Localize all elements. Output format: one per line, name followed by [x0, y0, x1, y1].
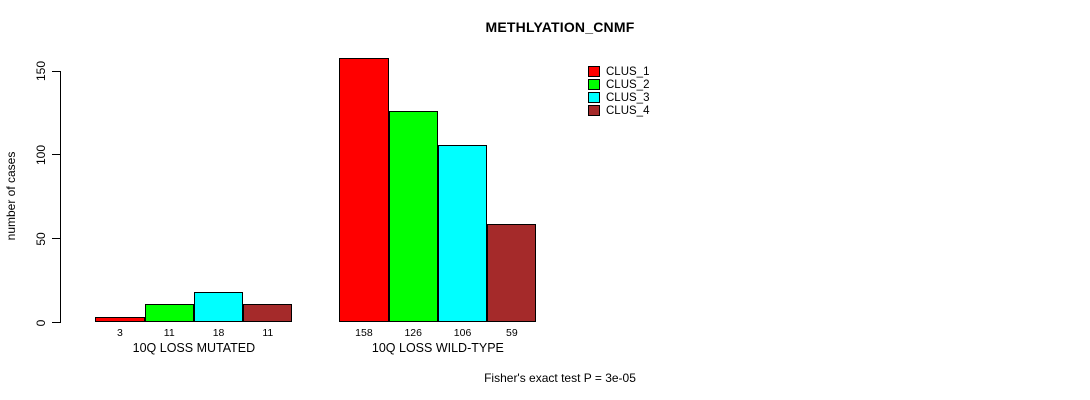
bar-clus_3-group2 [437, 144, 488, 323]
legend-item-clus_1: CLUS_1 [588, 66, 649, 78]
y-axis-tick [52, 238, 60, 240]
bar-clus_1-group1 [95, 317, 145, 323]
legend-swatch [588, 92, 600, 104]
y-axis-tick [52, 154, 60, 156]
legend-swatch [588, 79, 600, 91]
group-label: 10Q LOSS WILD-TYPE [371, 341, 504, 355]
legend-item-clus_4: CLUS_4 [588, 105, 649, 117]
bar-value-label: 59 [505, 326, 518, 339]
legend-swatch [588, 66, 600, 77]
legend-item-clus_2: CLUS_2 [588, 79, 649, 91]
bar-clus_2-group1 [144, 304, 194, 323]
bar-value-label: 106 [453, 326, 472, 339]
legend-label: CLUS_2 [606, 78, 650, 91]
bar-value-label: 158 [355, 326, 373, 339]
bar-clus_4-group2 [487, 223, 537, 323]
legend-label: CLUS_4 [606, 104, 650, 117]
legend-item-clus_3: CLUS_3 [588, 92, 649, 104]
bar-clus_1-group2 [339, 57, 389, 323]
legend-label: CLUS_3 [606, 91, 650, 104]
bar-clus_2-group2 [388, 111, 438, 323]
bar-value-label: 11 [262, 326, 274, 339]
bar-value-label: 3 [117, 326, 123, 339]
chart-title: METHLYATION_CNMF [485, 19, 635, 35]
y-axis-tick [52, 70, 60, 72]
legend-label: CLUS_1 [606, 65, 650, 78]
y-axis-line [60, 71, 61, 323]
group-label: 10Q LOSS MUTATED [132, 341, 256, 355]
bar-value-label: 11 [163, 326, 175, 339]
y-axis-tick [52, 322, 60, 323]
annotation-text: Fisher's exact test P = 3e-05 [484, 371, 636, 385]
legend-swatch [588, 105, 600, 117]
bar-clus_4-group1 [243, 304, 293, 323]
bar-value-label: 126 [404, 326, 422, 339]
bar-clus_3-group1 [193, 292, 244, 323]
bar-value-label: 18 [212, 326, 225, 339]
